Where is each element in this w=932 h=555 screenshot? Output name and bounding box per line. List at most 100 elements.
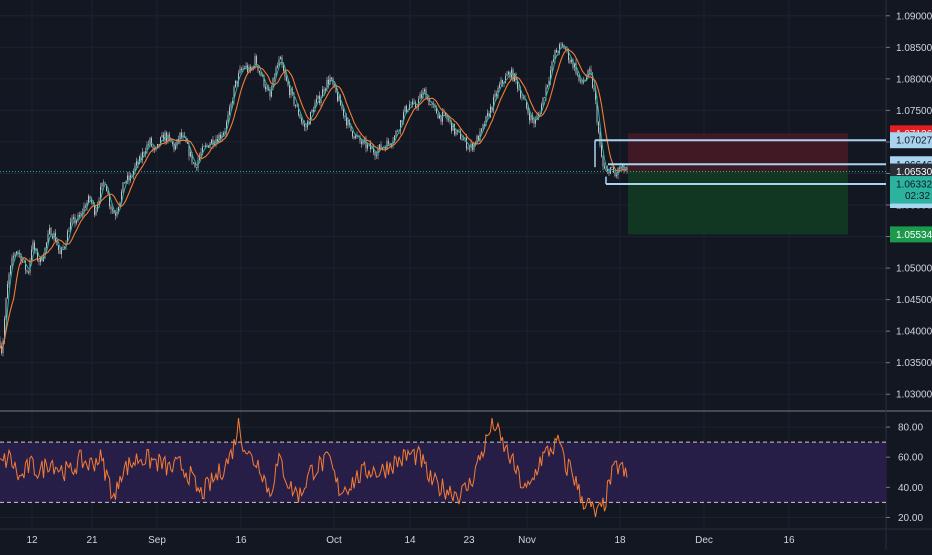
candle-body [361,141,362,144]
candle-body [109,193,110,207]
candle-body [494,93,496,98]
candle-body [142,152,143,160]
candle-body [355,134,356,139]
candle-body [517,79,518,89]
candle-body [530,115,532,121]
candle-body [445,112,446,117]
candle-body [340,96,341,106]
candle-body [259,70,260,73]
candle-body [439,115,440,119]
candle-body [194,162,196,168]
candle-body [80,212,82,217]
candle-body [458,130,460,132]
candle-body [152,146,154,149]
candle-body [386,140,388,150]
price-axis[interactable]: 1.090001.085001.080001.075001.070001.065… [886,11,932,401]
candle-body [548,80,550,85]
rsi-axis[interactable]: 80.00 60.00 40.00 20.00 [886,423,923,524]
candle-body [296,106,298,107]
candle-body [607,169,608,171]
candle-body [25,260,26,271]
candle-body [374,152,376,157]
candle-body [316,98,317,103]
candle-body [181,132,182,138]
price-level-lines[interactable] [0,139,886,186]
candle-body [604,166,605,169]
candle-body [460,131,461,140]
candle-body [241,68,242,71]
candle-body [77,214,79,221]
take-profit-zone[interactable] [628,171,848,235]
candle-body [163,134,164,142]
candle-body [148,144,149,145]
price-tick-label: 1.04500 [896,295,932,306]
candle-body [218,134,220,143]
candle-body [461,139,463,141]
price-label-badge[interactable] [890,132,932,149]
candle-body [325,88,326,92]
candle-body [265,86,266,90]
time-tick-label: Dec [695,535,713,546]
candle-body [202,146,203,153]
rsi-tick-label: 20.00 [898,513,923,524]
candle-body [176,139,178,146]
candle-body [4,318,5,342]
candle-body [412,101,413,105]
price-label-badge[interactable] [890,226,932,243]
candle-body [7,283,8,299]
price-tick-label: 1.09000 [896,11,932,22]
candle-body [289,85,290,96]
candle-body [580,80,581,81]
candle-body [328,79,329,85]
candle-body [199,155,200,160]
candle-body [587,70,589,78]
stop-loss-zone[interactable] [628,133,848,172]
candle-body [563,45,565,49]
candle-body [299,114,301,119]
candle-body [574,63,575,68]
candle-body [545,87,547,98]
candle-body [359,136,361,142]
candle-body [190,152,191,157]
candle-body [422,91,424,98]
candle-body [196,167,197,168]
candle-body [308,121,310,124]
price-label-text: 1.06332 [896,180,932,191]
candle-body [172,142,173,144]
candle-body [593,87,595,91]
candle-body [146,144,148,152]
price-tick-label: 1.04000 [896,327,932,338]
candle-body [263,75,265,87]
rsi-tick-label: 80.00 [898,423,923,434]
candle-body [559,44,560,53]
candle-body [97,204,98,211]
candle-body [572,60,574,68]
candle-body [331,77,332,79]
candle-body [589,69,590,71]
moving-averages [0,45,628,351]
rsi-pane [0,417,886,517]
candle-body [254,56,256,68]
candle-body [16,251,17,254]
candle-body [238,73,239,84]
candle-body [578,74,580,81]
candle-body [620,166,622,169]
price-label-text: 1.06530 [896,167,932,178]
candle-body [488,113,490,117]
candle-body [290,89,292,96]
time-axis[interactable]: 12 21 Sep 16 Oct 14 23 Nov 18 Dec 16 [0,528,932,546]
candle-body [335,85,337,93]
time-tick-label: Sep [148,535,166,546]
candle-body [403,112,404,123]
price-label-badge[interactable] [890,163,932,180]
candle-body [115,213,116,216]
candle-body [248,66,250,72]
candle-body [31,249,32,261]
candle-body [449,120,451,121]
candle-body [191,152,193,163]
candle-body [86,202,88,208]
candle-body [421,94,422,98]
price-tick-label: 1.08000 [896,74,932,85]
